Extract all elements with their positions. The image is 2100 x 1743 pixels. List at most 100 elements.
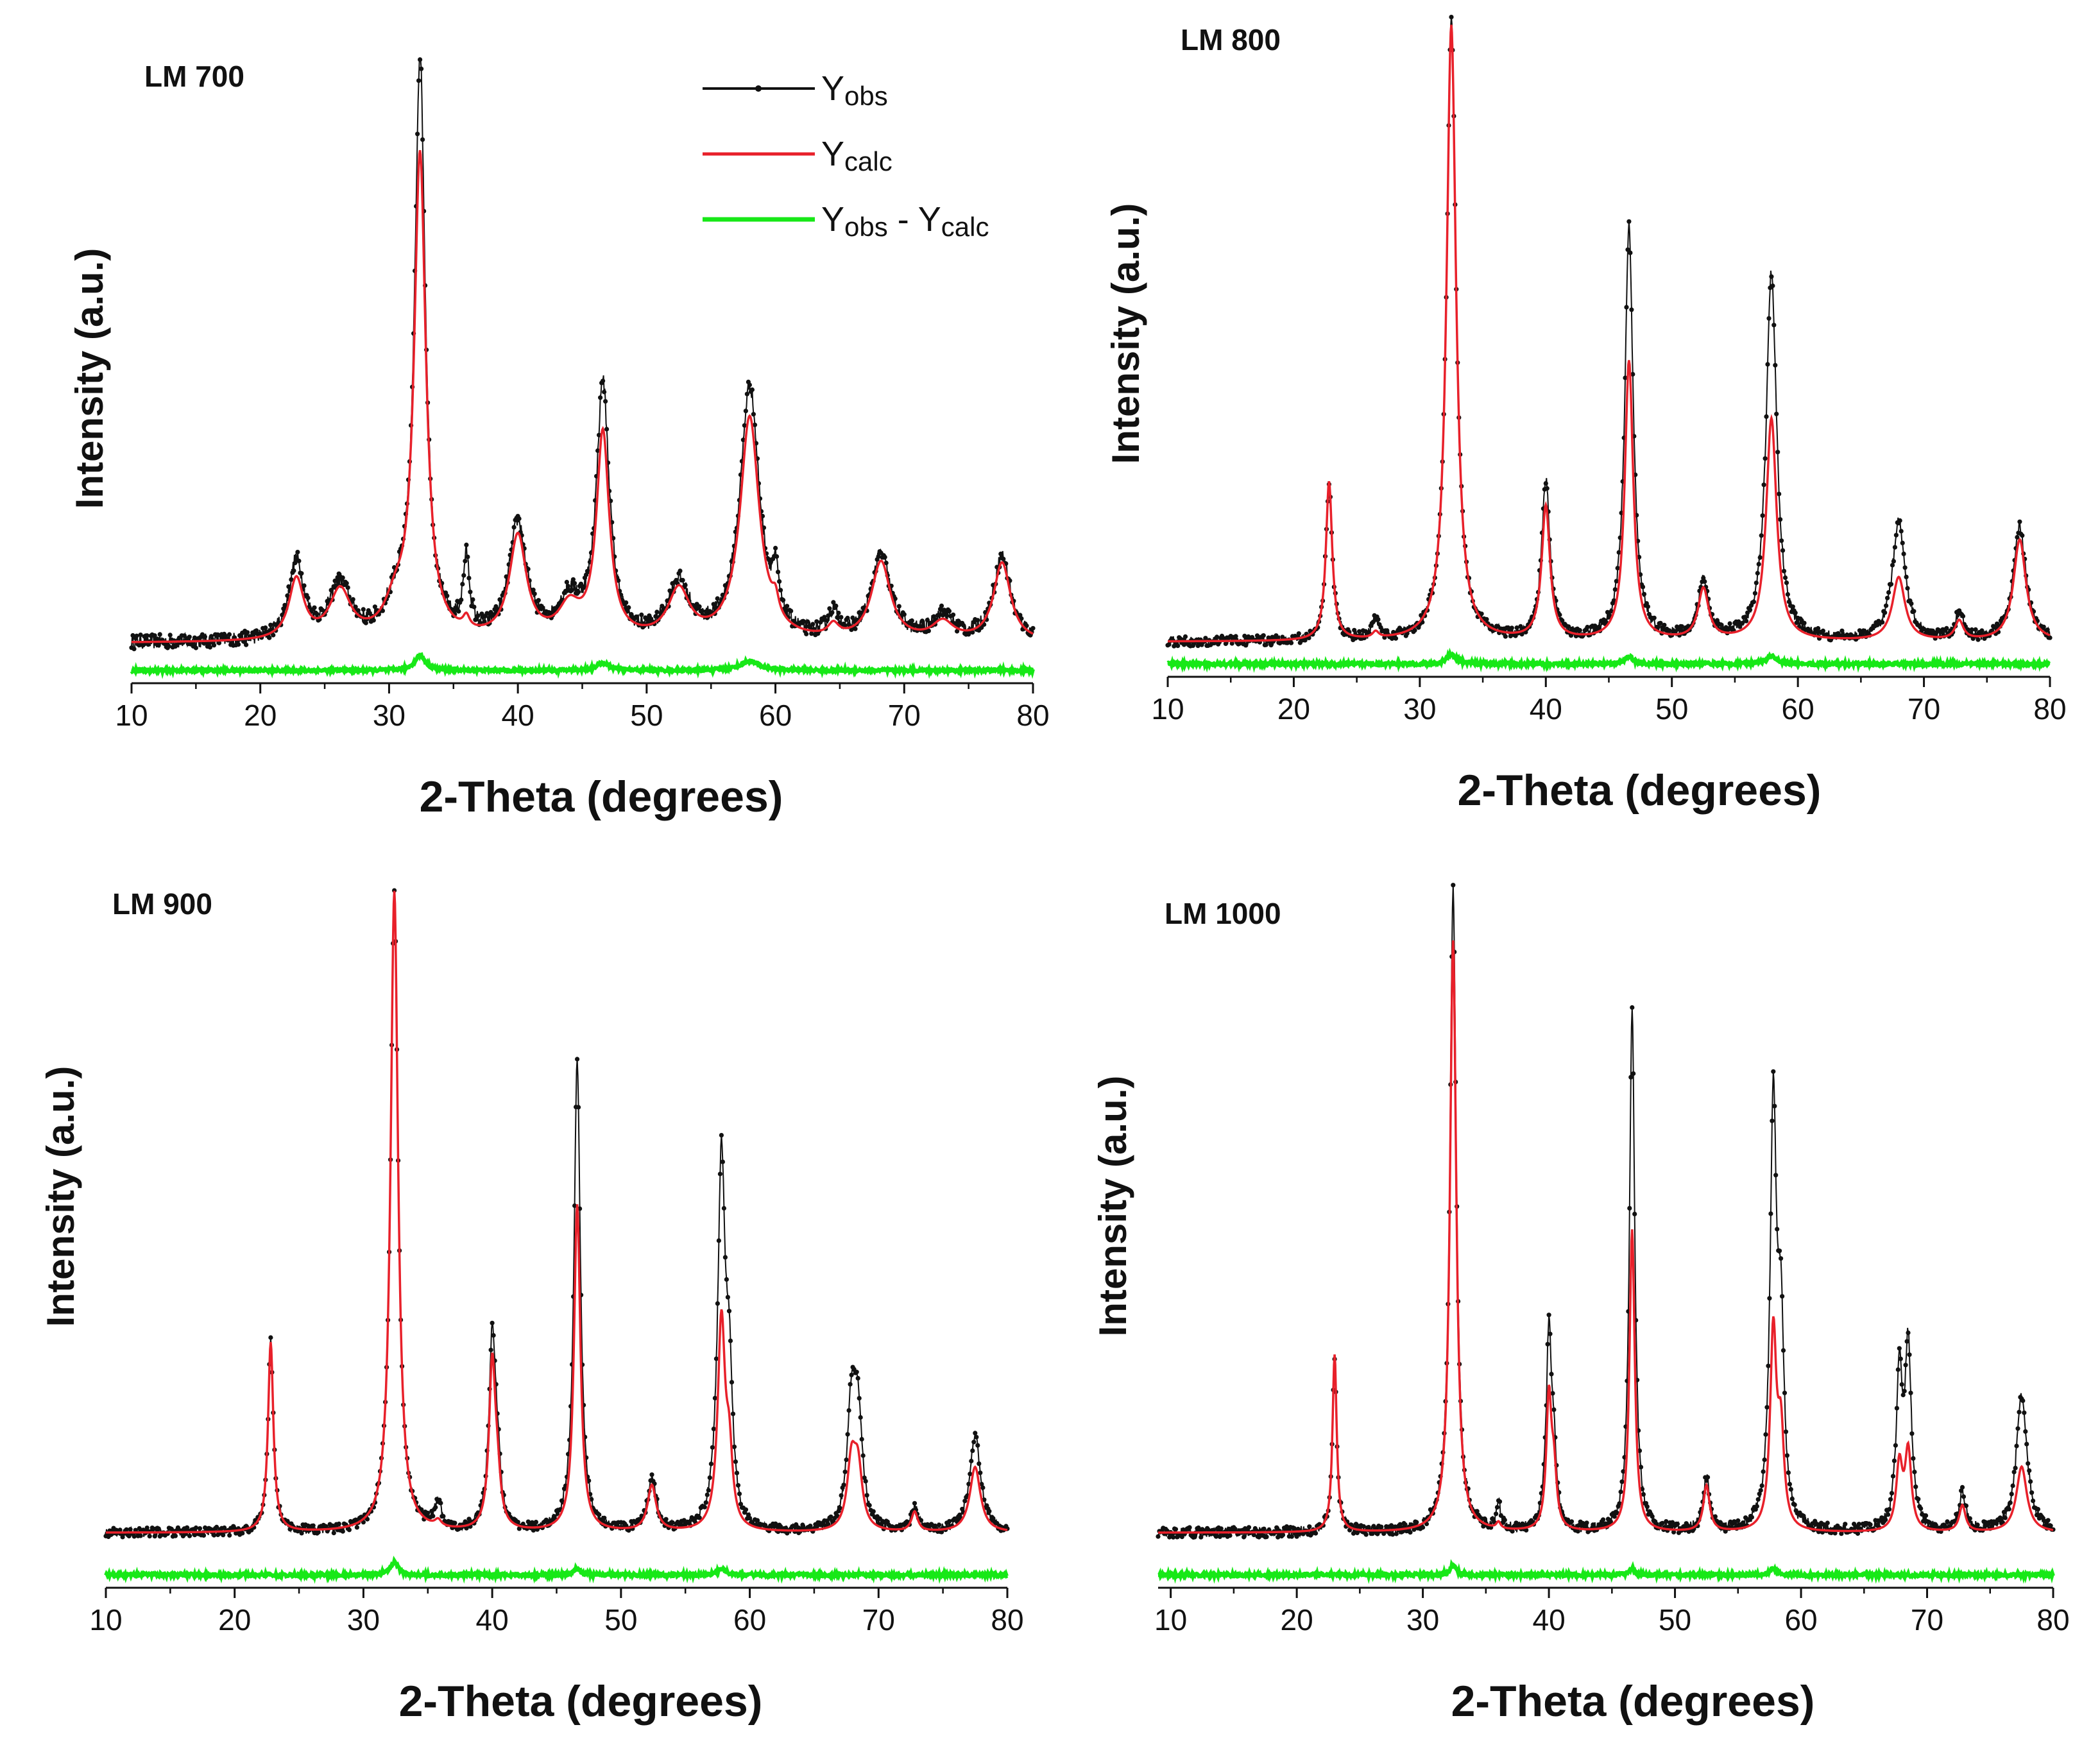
yobs-point <box>826 1522 831 1527</box>
yobs-point <box>1774 411 1779 416</box>
yobs-point <box>211 643 217 648</box>
yobs-point <box>156 1526 161 1531</box>
legend-label-calc: Ycalc <box>821 135 892 176</box>
yobs-point <box>1766 316 1771 321</box>
yobs-point <box>201 1533 207 1538</box>
yobs-point <box>822 615 827 620</box>
yobs-point <box>1789 1496 1795 1501</box>
x-axis: 10 20 30 40 50 60 70 80 <box>89 1586 1024 1637</box>
yobs-point <box>1992 625 1997 630</box>
yobs-point <box>1840 628 1845 633</box>
yobs-point <box>863 1479 868 1484</box>
yobs-point <box>1686 1529 1691 1534</box>
yobs-point <box>576 590 581 595</box>
yobs-point <box>1787 1481 1792 1487</box>
yobs-point <box>968 1472 973 1477</box>
yobs-point <box>346 1527 352 1533</box>
yobs-point <box>1732 1519 1737 1524</box>
yobs-point <box>572 581 577 586</box>
yobs-point <box>1624 305 1629 310</box>
yobs-point <box>1658 620 1663 625</box>
yobs-point <box>314 611 320 616</box>
yobs-point <box>1652 1518 1657 1524</box>
yobs-point <box>1612 587 1618 592</box>
yobs-point <box>2024 1441 2029 1447</box>
yobs-point <box>2015 534 2020 540</box>
yobs-point <box>1759 1483 1764 1488</box>
yobs-point <box>1779 538 1784 543</box>
yobs-point <box>1900 1392 1906 1398</box>
yobs-point <box>464 542 469 548</box>
yobs-point <box>2040 1516 2045 1521</box>
yobs-point <box>961 623 966 628</box>
yobs-point <box>117 1527 123 1533</box>
yobs-point <box>141 643 146 648</box>
yobs-point <box>1494 1511 1499 1517</box>
yobs-point <box>624 600 629 606</box>
yobs-point <box>1718 622 1723 627</box>
yobs-point <box>776 570 781 575</box>
yobs-point <box>1187 1525 1192 1530</box>
yobs-point <box>320 608 325 613</box>
yobs-point <box>1883 1517 1888 1522</box>
x-tick-label: 10 <box>115 699 148 732</box>
yobs-point <box>1307 1524 1312 1529</box>
yobs-point <box>1156 1534 1161 1539</box>
yobs-point <box>845 1432 850 1437</box>
yobs-point <box>287 1527 293 1532</box>
yobs-point <box>1921 1518 1926 1524</box>
yobs-point <box>1763 456 1768 461</box>
yobs-point <box>777 579 782 584</box>
yobs-point <box>720 1159 725 1164</box>
yobs-point <box>1652 615 1657 620</box>
yobs-point <box>1206 1527 1211 1533</box>
yobs-point <box>488 1347 493 1352</box>
yobs-point <box>2047 635 2053 640</box>
x-axis-label: 2-Theta (degrees) <box>399 1677 763 1726</box>
yobs-point <box>846 1408 851 1413</box>
yobs-point <box>1893 532 1899 538</box>
yobs-point <box>1764 414 1769 420</box>
legend-label-obs: Yobs <box>821 69 888 111</box>
yobs-point <box>957 1512 962 1517</box>
legend-item-calc: Ycalc <box>703 135 892 176</box>
x-tick-label: 80 <box>2036 1603 2069 1637</box>
yobs-point <box>1879 1515 1884 1520</box>
yobs-point <box>801 619 807 624</box>
yobs-point <box>1895 1367 1900 1372</box>
yobs-point <box>1612 1514 1617 1519</box>
yobs-point <box>716 1238 721 1243</box>
yobs-point <box>1218 1526 1224 1531</box>
yobs-point <box>687 1519 692 1524</box>
yobs-point <box>654 609 660 615</box>
yobs-point <box>1227 1533 1233 1538</box>
yobs-point <box>918 1518 924 1523</box>
yobs-point <box>1832 1531 1838 1536</box>
series-ydiff-line <box>104 1555 1009 1585</box>
yobs-point <box>1888 1497 1893 1502</box>
yobs-point <box>124 1527 129 1532</box>
yobs-point <box>781 597 786 603</box>
yobs-point <box>128 1527 133 1532</box>
yobs-point <box>206 641 211 647</box>
x-tick-label: 80 <box>1016 699 1049 732</box>
x-tick-label: 40 <box>1530 692 1562 726</box>
x-tick-label: 40 <box>1532 1603 1565 1637</box>
yobs-point <box>1767 1296 1772 1301</box>
x-tick-label: 80 <box>2033 692 2066 726</box>
yobs-point <box>2026 1461 2031 1466</box>
yobs-point <box>853 626 858 631</box>
yobs-point <box>1199 1535 1204 1540</box>
yobs-point <box>209 634 214 639</box>
yobs-point <box>1891 559 1896 564</box>
yobs-point <box>167 633 173 638</box>
yobs-point <box>285 593 290 599</box>
yobs-point <box>2013 1465 2018 1470</box>
yobs-point <box>810 622 815 627</box>
yobs-point <box>1963 1503 1968 1508</box>
yobs-point <box>639 612 644 618</box>
x-tick-label: 20 <box>244 699 277 732</box>
yobs-point <box>901 612 907 617</box>
yobs-point <box>724 1277 729 1282</box>
yobs-point <box>138 1533 143 1538</box>
